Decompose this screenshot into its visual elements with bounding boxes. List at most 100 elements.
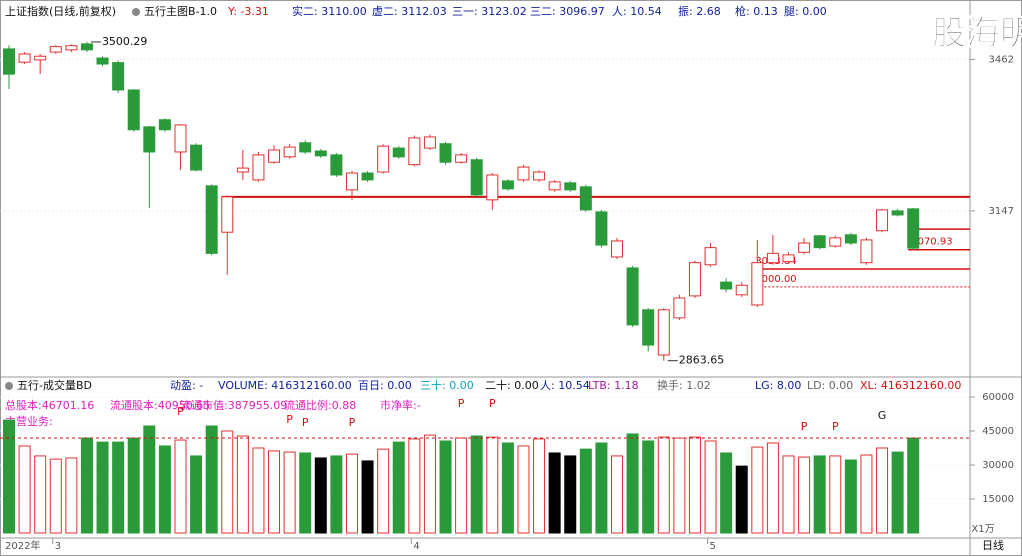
- volume-bar: [3, 419, 15, 534]
- candle-body: [735, 284, 748, 296]
- candle-body: [844, 234, 857, 244]
- note: 总股本:46701.16: [5, 398, 94, 412]
- volume-item: LTB: 1.18: [588, 379, 639, 392]
- volume-title: 五行-成交量BD: [17, 378, 92, 392]
- volume-bar: [361, 460, 374, 534]
- candle-body: [766, 252, 779, 264]
- volume-bar: [595, 442, 608, 534]
- volume-bar: [96, 441, 109, 534]
- volume-bar: [548, 452, 561, 534]
- candle-body: [283, 146, 296, 158]
- volume-bar: [891, 451, 904, 534]
- volume-bar: [423, 434, 436, 534]
- candle-body: [486, 174, 499, 201]
- volume-item: XL: 416312160.00: [860, 379, 961, 392]
- volume-bar: [860, 454, 873, 534]
- candle-body: [579, 186, 592, 211]
- candle-body: [18, 53, 31, 63]
- volume-bar: [673, 437, 686, 534]
- volume-bar: [829, 455, 842, 534]
- candle-body: [143, 126, 156, 153]
- volume-bar: [579, 448, 592, 534]
- indicator: 五行主图B-1.0: [144, 5, 217, 18]
- volume-bar: [501, 442, 514, 534]
- signal: P: [349, 416, 356, 429]
- candle-body: [688, 262, 701, 297]
- volume-item: 百日: 0.00: [358, 379, 412, 392]
- candle-body: [798, 242, 811, 253]
- x-tick-label: 3: [55, 541, 61, 552]
- y-tick-label: 45000: [982, 426, 1014, 437]
- x-tick-label: 5: [710, 541, 716, 552]
- volume-bar: [330, 455, 343, 534]
- volume-bar: [80, 437, 93, 534]
- note: 市净率:-: [380, 398, 421, 412]
- signal: P: [832, 420, 839, 433]
- candle-body: [345, 172, 358, 191]
- candle-body: [80, 43, 93, 51]
- volume-bar: [813, 455, 826, 534]
- y-tick-label: 3147: [989, 206, 1014, 217]
- candle-body: [377, 145, 390, 173]
- signal: P: [801, 420, 808, 433]
- candle-body: [720, 281, 733, 290]
- volume-bar: [735, 465, 748, 534]
- volume-bar: [486, 436, 499, 534]
- candle-body: [642, 309, 655, 346]
- volume-bar: [18, 445, 31, 534]
- volume-bar: [236, 435, 249, 534]
- volume-bar: [798, 456, 811, 534]
- candle-body: [439, 143, 452, 163]
- candle-body: [564, 182, 577, 191]
- volume-item: 三十: 0.00: [420, 378, 474, 392]
- volume-bar: [174, 439, 187, 534]
- y-tick-label: 60000: [982, 392, 1014, 403]
- volume-bar: [766, 442, 779, 534]
- candle-body: [501, 180, 514, 190]
- unit: X1万: [971, 524, 994, 535]
- watermark: 股海明灯: [932, 14, 1022, 54]
- candle-body: [112, 62, 125, 91]
- volume-bar: [533, 438, 546, 534]
- candle-body: [236, 167, 249, 173]
- volume-bar: [283, 451, 296, 534]
- candle-body: [595, 211, 608, 246]
- signal: P: [489, 397, 496, 410]
- candle-body: [158, 119, 171, 131]
- x-tick-label: 4: [413, 541, 419, 552]
- level-label: 3000.00: [755, 274, 796, 285]
- volume-bar: [408, 438, 421, 534]
- chart-title: 上证指数(日线,前复权): [5, 4, 116, 18]
- volume-item: 动盈: -: [170, 379, 203, 392]
- y-tick-label: 15000: [982, 494, 1014, 505]
- period: 日线: [982, 538, 1004, 552]
- volume-bar: [751, 446, 764, 534]
- candle-body: [813, 235, 826, 249]
- volume-bar: [876, 447, 889, 534]
- volume-item: LD: 0.00: [807, 379, 853, 392]
- volume-bar: [65, 457, 78, 534]
- volume-bar: [455, 437, 468, 534]
- volume-bar: [439, 440, 452, 534]
- volume-bar: [626, 433, 639, 534]
- volume-bar: [127, 437, 140, 534]
- candle-body: [876, 209, 889, 232]
- candle-body: [704, 247, 717, 266]
- candle-body: [423, 136, 436, 149]
- volume-bar: [907, 437, 920, 534]
- candle-body: [268, 149, 281, 163]
- header-item: 三二: 3096.97: [530, 5, 605, 18]
- volume-bar: [252, 447, 265, 534]
- candle-body: [907, 208, 920, 249]
- candle-body: [330, 154, 343, 176]
- candle-body: [34, 55, 47, 61]
- volume-bar: [205, 425, 218, 534]
- y-tick-label: 3462: [989, 54, 1014, 65]
- header-item: 枪: 0.13: [735, 4, 778, 18]
- candle-body: [751, 262, 764, 306]
- candle-body: [533, 171, 546, 181]
- volume-item: 人: 10.54: [540, 379, 590, 392]
- candle-body: [205, 185, 218, 254]
- note: 流通股本:40950.65: [110, 398, 210, 412]
- volume-item: 换手: 1.02: [657, 378, 711, 392]
